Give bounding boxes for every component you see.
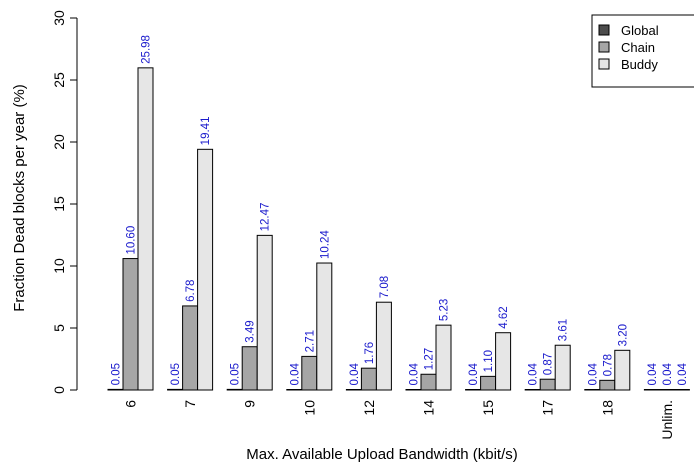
bar-buddy [197, 148, 214, 391]
value-label-chain: 1.27 [424, 348, 436, 370]
value-label-buddy: 25.98 [141, 35, 153, 64]
bar-buddy [316, 262, 333, 391]
value-label-chain: 0.04 [662, 363, 674, 386]
value-label-global: 0.04 [468, 363, 480, 386]
value-label-global: 0.05 [111, 363, 123, 385]
y-tick-label: 15 [51, 196, 67, 212]
value-label-buddy: 12.47 [260, 203, 272, 232]
x-tick-label: 10 [301, 400, 317, 416]
bar-buddy [554, 344, 571, 391]
value-label-chain: 0.87 [543, 353, 555, 375]
value-label-buddy: 4.62 [498, 306, 510, 328]
value-label-buddy: 10.24 [319, 230, 331, 259]
x-tick-label: Unlim. [659, 400, 675, 440]
bar-chain [599, 379, 616, 391]
bar-chain [480, 375, 497, 391]
x-axis-label: Max. Available Upload Bandwidth (kbit/s) [246, 446, 518, 463]
value-label-buddy: 5.23 [439, 299, 451, 321]
legend-label-chain: Chain [621, 40, 655, 55]
legend-swatch-global [598, 24, 610, 36]
y-tick-label: 20 [51, 134, 67, 150]
value-label-chain: 0.78 [602, 354, 614, 376]
bar-global [167, 388, 184, 391]
value-label-buddy: 0.04 [677, 363, 689, 386]
y-tick-label: 10 [51, 258, 67, 274]
bar-chain [420, 373, 437, 391]
bar-buddy [495, 332, 512, 391]
y-axis-label: Fraction Dead blocks per year (%) [11, 84, 28, 312]
x-tick-label: 17 [540, 400, 556, 416]
y-tick-label: 30 [51, 10, 67, 26]
x-tick-label: 7 [182, 400, 198, 408]
legend-swatch-chain [598, 41, 610, 53]
y-tick-label: 25 [51, 72, 67, 88]
value-label-global: 0.05 [170, 363, 182, 385]
y-axis: 0 5 10 15 20 25 30 [51, 10, 78, 394]
value-label-global: 0.04 [587, 363, 599, 386]
x-tick-label: 18 [599, 400, 615, 416]
value-label-chain: 6.78 [185, 280, 197, 302]
value-label-chain: 3.49 [245, 320, 257, 342]
legend-swatch-buddy [598, 58, 610, 70]
bar-chain [122, 258, 139, 391]
value-label-global: 0.04 [409, 363, 421, 386]
bar-chain [241, 346, 258, 391]
legend-label-global: Global [621, 23, 659, 38]
value-label-global: 0.05 [230, 363, 242, 385]
y-tick-label: 5 [51, 324, 67, 332]
x-tick-label: 15 [480, 400, 496, 416]
bar-buddy [614, 349, 631, 391]
value-label-buddy: 19.41 [200, 117, 212, 146]
bar-buddy [137, 67, 154, 391]
value-labels: 0.05 10.60 25.98 0.05 6.78 19.41 0.05 3.49 12.47… [111, 35, 689, 385]
value-label-buddy: 3.20 [617, 324, 629, 346]
value-label-global: 0.04 [349, 363, 361, 386]
legend-label-buddy: Buddy [621, 57, 658, 72]
x-tick-label: 12 [361, 400, 377, 416]
value-label-chain: 2.71 [304, 330, 316, 352]
bar-chain [182, 305, 199, 391]
bar-global [226, 388, 243, 391]
x-tick-label: 9 [242, 400, 258, 408]
value-label-chain: 1.10 [483, 350, 495, 372]
value-label-chain: 1.76 [364, 342, 376, 364]
x-axis-ticks: 6 7 9 10 12 14 15 17 18 Unlim. [123, 400, 675, 440]
value-label-chain: 10.60 [126, 226, 138, 255]
value-label-global: 0.04 [528, 363, 540, 386]
value-label-buddy: 7.08 [379, 276, 391, 298]
bar-buddy [435, 324, 452, 391]
x-tick-label: 6 [123, 400, 139, 408]
bars [107, 67, 690, 391]
value-label-buddy: 3.61 [558, 319, 570, 341]
bar-buddy [256, 234, 273, 391]
bar-buddy [375, 301, 392, 391]
bar-chain [539, 378, 556, 391]
legend: Global Chain Buddy [591, 14, 694, 88]
x-tick-label: 14 [421, 400, 437, 416]
bar-global [107, 388, 124, 391]
value-label-global: 0.04 [647, 363, 659, 386]
bar-chain [301, 355, 318, 391]
bar-chain [360, 367, 377, 391]
y-tick-label: 0 [51, 386, 67, 394]
value-label-global: 0.04 [289, 363, 301, 386]
